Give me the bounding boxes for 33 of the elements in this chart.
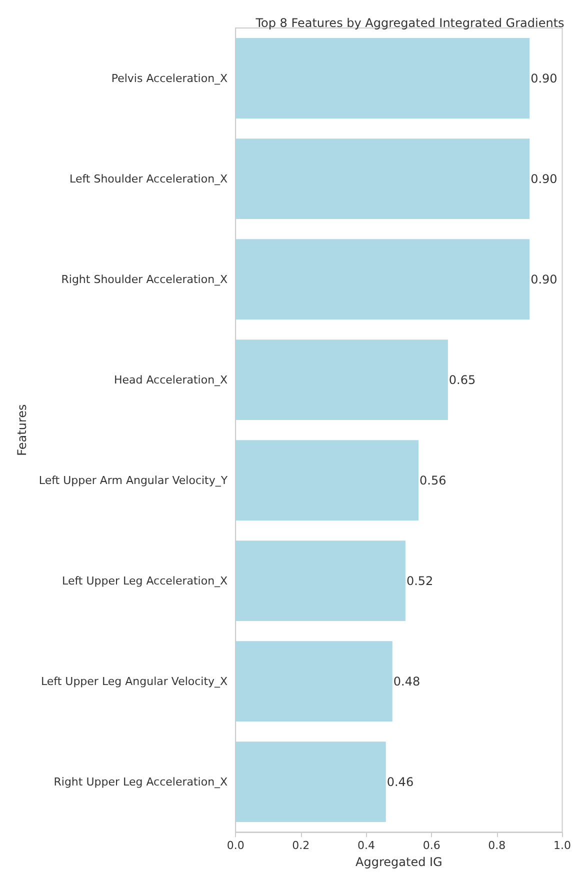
bar: [236, 742, 386, 822]
bar: [236, 440, 419, 521]
bar: [236, 138, 530, 219]
x-tick-label: 0.6: [422, 839, 440, 852]
chart-title: Top 8 Features by Aggregated Integrated Gradients: [254, 16, 564, 30]
data-label: 0.90: [530, 71, 558, 86]
x-axis-title: Aggregated IG: [356, 855, 442, 869]
y-axis-title: Features: [15, 404, 29, 456]
y-tick-label: Left Upper Leg Angular Velocity_X: [40, 674, 228, 688]
data-label: 0.65: [448, 372, 476, 387]
bar: [236, 641, 392, 722]
y-tick-label: Pelvis Acceleration_X: [111, 72, 228, 85]
x-tick-label: 0.0: [226, 839, 244, 852]
x-tick-label: 1.0: [554, 839, 572, 852]
y-tick-label: Head Acceleration_X: [114, 373, 228, 386]
data-label: 0.56: [420, 473, 446, 488]
x-tick-label: 0.2: [292, 839, 310, 852]
y-tick-label: Left Upper Arm Angular Velocity_Y: [38, 474, 228, 487]
data-label: 0.48: [393, 674, 420, 688]
x-tick-label: 0.8: [488, 839, 506, 852]
data-label: 0.52: [406, 574, 434, 588]
y-tick-label: Left Upper Leg Acceleration_X: [62, 574, 228, 588]
bar: [236, 340, 448, 420]
x-tick-label: 0.4: [358, 839, 376, 852]
bar: [236, 239, 530, 320]
y-tick-label: Right Shoulder Acceleration_X: [61, 272, 228, 286]
data-label: 0.46: [386, 774, 414, 789]
bar: [236, 38, 530, 118]
data-label: 0.90: [530, 172, 558, 186]
y-tick-label: Left Shoulder Acceleration_X: [70, 172, 228, 186]
bar: [236, 540, 406, 622]
y-tick-label: Right Upper Leg Acceleration_X: [54, 775, 228, 788]
data-label: 0.90: [530, 272, 558, 286]
